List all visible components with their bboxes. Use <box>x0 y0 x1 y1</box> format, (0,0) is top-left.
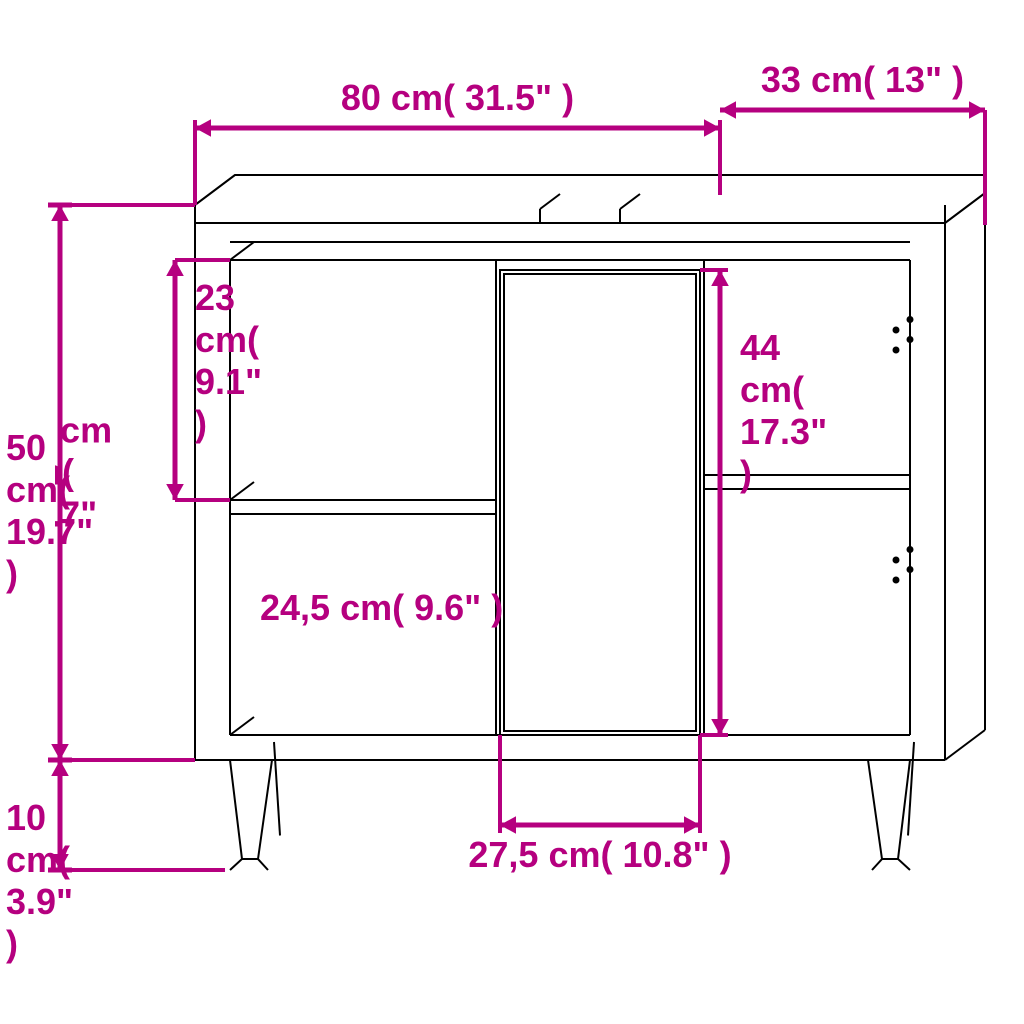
dimension-label: 3.9" <box>6 881 73 922</box>
dimension-label: ) <box>195 403 207 444</box>
dimension-label: ) <box>6 553 18 594</box>
arrowhead-icon <box>711 719 729 735</box>
dimension-label: 19.7" <box>6 511 93 552</box>
arrowhead-icon <box>711 270 729 286</box>
dimension-label: ) <box>6 923 18 964</box>
cabinet-drawing <box>195 175 985 870</box>
dimension-label: 23 <box>195 277 235 318</box>
dimension-label: 10 <box>6 797 46 838</box>
dimension-label: 9.1" <box>195 361 262 402</box>
dimension-label: 80 cm( 31.5" ) <box>341 77 574 118</box>
dimension-label: cm( <box>6 839 70 880</box>
dimension-label: 17.3" <box>740 411 827 452</box>
dimension-label: 50 <box>6 427 46 468</box>
arrowhead-icon <box>500 816 516 834</box>
arrowhead-icon <box>166 260 184 276</box>
dimension-label: 24,5 cm( 9.6" ) <box>260 587 503 628</box>
arrowhead-icon <box>684 816 700 834</box>
dimension-label: 27,5 cm( 10.8" ) <box>468 834 731 875</box>
dimension-label: 33 cm( 13" ) <box>761 59 964 100</box>
arrowhead-icon <box>195 119 211 137</box>
arrowhead-icon <box>704 119 720 137</box>
dimension-label: cm( <box>195 319 259 360</box>
arrowhead-icon <box>720 101 736 119</box>
dimension-label: cm( <box>6 469 70 510</box>
arrowhead-icon <box>969 101 985 119</box>
arrowhead-icon <box>166 484 184 500</box>
dimension-label: cm( <box>740 369 804 410</box>
dimension-label: ) <box>740 453 752 494</box>
dimension-label: 44 <box>740 327 780 368</box>
